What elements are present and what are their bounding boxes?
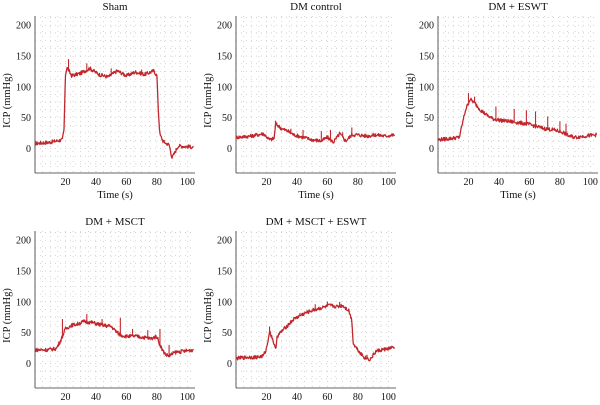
y-tick-label: 100: [16, 82, 31, 93]
x-tick-label: 40: [292, 392, 302, 403]
x-tick-label: 60: [121, 392, 131, 403]
x-tick-label: 60: [322, 177, 332, 188]
y-axis-label: ICP (mmHg): [203, 73, 214, 128]
x-tick-label: 80: [353, 177, 363, 188]
x-tick-label: 40: [494, 177, 504, 188]
x-tick-label: 80: [152, 177, 162, 188]
chart-panel-3: DM + ESWT 0 50 100 150 200 20 40 60 80 100 Time (s)…: [405, 1, 598, 201]
icp-trace: [235, 303, 396, 362]
x-axis-label: Time (s): [298, 190, 334, 201]
x-tick-label: 20: [463, 177, 473, 188]
y-axis-label: ICP (mmHg): [2, 73, 13, 128]
y-tick-label: 50: [424, 113, 434, 124]
y-tick-label: 200: [217, 236, 232, 247]
y-tick-label: 50: [222, 328, 232, 339]
x-tick-label: 40: [91, 392, 101, 403]
chart-panel-5: DM + MSCT + ESWT05010015020020406080100T…: [203, 216, 396, 403]
y-tick-label: 100: [217, 82, 232, 93]
x-tick-label: 100: [381, 177, 396, 188]
x-tick-label: 80: [555, 177, 565, 188]
x-tick-label: 80: [353, 392, 363, 403]
y-axis-label: ICP (mmHg): [405, 73, 416, 128]
chart-title: DM + MSCT + ESWT: [266, 216, 367, 228]
chart-title: Sham: [102, 1, 128, 13]
y-tick-label: 100: [217, 297, 232, 308]
y-tick-label: 200: [217, 21, 232, 32]
chart-panel-2: DM control 0 50 100 150 200 20 40 60 80 100 Time (s…: [203, 1, 396, 201]
x-tick-label: 20: [261, 392, 271, 403]
y-tick-label: 50: [21, 328, 31, 339]
chart-title: DM control: [290, 1, 342, 13]
x-axis-label: Time (s): [500, 190, 536, 201]
y-tick-label: 0: [227, 144, 232, 155]
x-tick-label: 20: [261, 177, 271, 188]
y-tick-label: 200: [419, 21, 434, 32]
x-tick-label: 100: [381, 392, 396, 403]
y-axis-label: ICP (mmHg): [2, 288, 13, 343]
y-tick-label: 200: [16, 236, 31, 247]
y-tick-label: 0: [429, 144, 434, 155]
icp-trace: [34, 319, 194, 358]
chart-panel-1: Sham 0 50 100 150 200 20 40 60 80 100 Time (s) ICP (…: [2, 1, 195, 201]
y-tick-label: 100: [16, 297, 31, 308]
x-tick-label: 40: [91, 177, 101, 188]
y-tick-label: 150: [419, 52, 434, 63]
y-tick-label: 0: [26, 359, 31, 370]
y-tick-label: 50: [21, 113, 31, 124]
x-axis-label: Time (s): [97, 190, 133, 201]
x-tick-label: 100: [180, 177, 195, 188]
chart-title: DM + MSCT: [85, 216, 145, 228]
icp-trace: [34, 66, 194, 159]
chart-title: DM + ESWT: [488, 1, 548, 13]
icp-trace: [437, 97, 598, 142]
y-tick-label: 100: [419, 82, 434, 93]
y-tick-label: 150: [16, 267, 31, 278]
chart-panel-4: DM + MSCT05010015020020406080100Time (s)…: [2, 216, 195, 403]
icp-trace: [235, 122, 396, 144]
x-tick-label: 60: [121, 177, 131, 188]
x-tick-label: 40: [292, 177, 302, 188]
y-tick-label: 150: [217, 267, 232, 278]
x-tick-label: 80: [152, 392, 162, 403]
y-tick-label: 150: [217, 52, 232, 63]
x-tick-label: 60: [524, 177, 534, 188]
x-tick-label: 100: [180, 392, 195, 403]
y-axis-label: ICP (mmHg): [203, 288, 214, 343]
y-tick-label: 150: [16, 52, 31, 63]
y-tick-label: 0: [227, 359, 232, 370]
x-tick-label: 60: [322, 392, 332, 403]
y-tick-label: 0: [26, 144, 31, 155]
x-tick-label: 20: [60, 177, 70, 188]
y-tick-label: 50: [222, 113, 232, 124]
x-tick-label: 20: [60, 392, 70, 403]
y-tick-label: 200: [16, 21, 31, 32]
x-tick-label: 100: [583, 177, 598, 188]
